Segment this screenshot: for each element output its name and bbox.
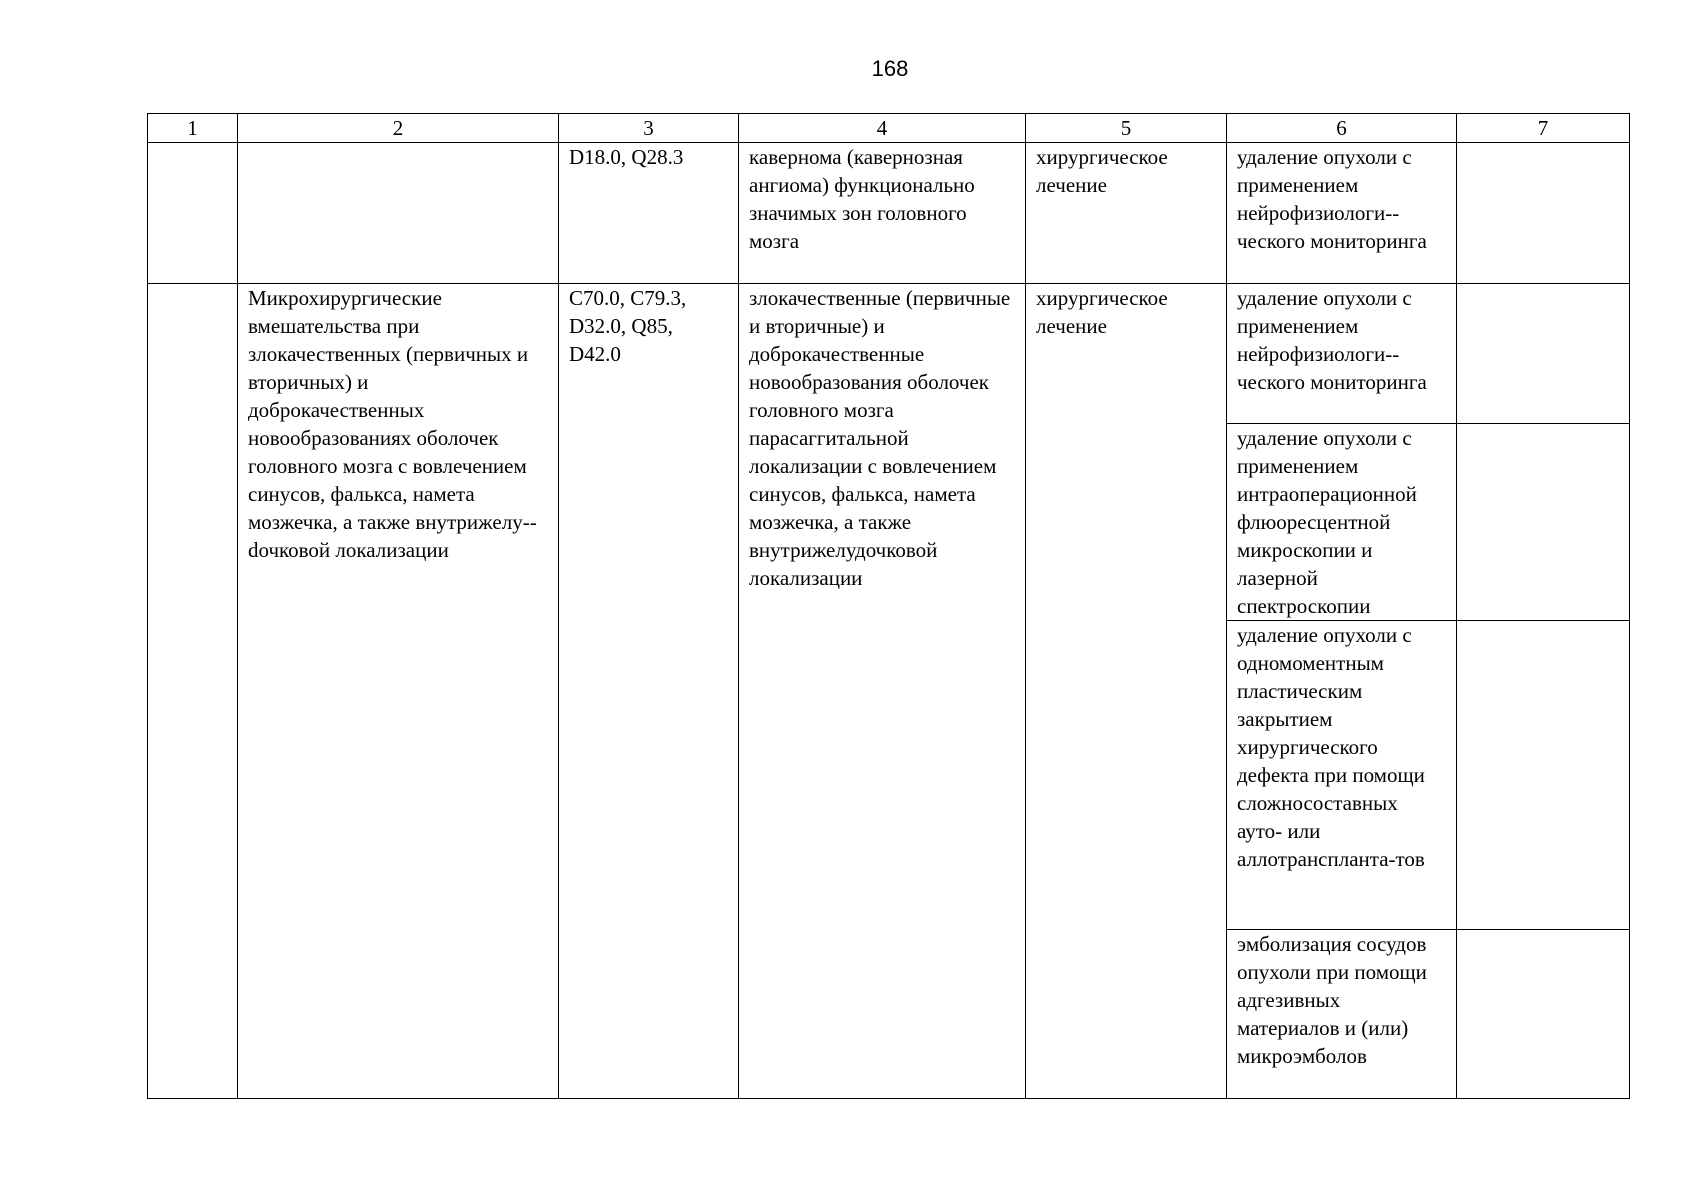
header-row: 1 2 3 4 5 6 7 bbox=[147, 113, 1630, 143]
page-number: 168 bbox=[871, 56, 909, 81]
header-cell: 7 bbox=[1456, 113, 1630, 143]
table-row: D18.0, Q28.3 кавернома (кавернозная анги… bbox=[147, 142, 1630, 284]
cell-diagnosis: злокачественные (первичные и вторичные) … bbox=[738, 283, 1026, 1099]
header-cell: 6 bbox=[1226, 113, 1457, 143]
cell-codes: D18.0, Q28.3 bbox=[558, 142, 739, 284]
cell-method: удаление опухоли с применением нейрофизи… bbox=[1226, 283, 1457, 424]
cell-method: удаление опухоли с применением интраопер… bbox=[1226, 423, 1457, 621]
table-row: Микрохирургические вмешательства при зло… bbox=[147, 283, 1630, 1099]
cell bbox=[237, 142, 559, 284]
header-cell: 5 bbox=[1025, 113, 1227, 143]
header-cell: 1 bbox=[147, 113, 238, 143]
header-cell: 4 bbox=[738, 113, 1026, 143]
cell bbox=[1456, 142, 1630, 284]
cell bbox=[147, 142, 238, 284]
cell bbox=[1456, 283, 1630, 424]
table-row: удаление опухоли с одномоментным пластич… bbox=[148, 620, 1630, 930]
cell-method: удаление опухоли с одномоментным пластич… bbox=[1226, 620, 1457, 930]
cell-intervention: Микрохирургические вмешательства при зло… bbox=[237, 283, 559, 1099]
cell-diagnosis: кавернома (кавернозная ангиома) функцион… bbox=[738, 142, 1026, 284]
cell bbox=[147, 283, 238, 1099]
cell bbox=[1456, 423, 1630, 621]
cell-treatment: хирургическое лечение bbox=[1025, 283, 1227, 1099]
procedures-table: 1 2 3 4 5 6 7 D18.0, Q28.3 кавернома (ка… bbox=[147, 113, 1630, 1099]
cell bbox=[1456, 620, 1630, 930]
cell-treatment: хирургическое лечение bbox=[1025, 142, 1227, 284]
table-row: удаление опухоли с применением интраопер… bbox=[148, 423, 1630, 621]
header-cell: 2 bbox=[237, 113, 559, 143]
cell-method: эмболизация сосудов опухоли при помощи а… bbox=[1226, 929, 1457, 1099]
cell bbox=[1456, 929, 1630, 1099]
header-cell: 3 bbox=[558, 113, 739, 143]
cell-method: удаление опухоли с применением нейрофизи… bbox=[1226, 142, 1457, 284]
table-row: эмболизация сосудов опухоли при помощи а… bbox=[148, 929, 1630, 1099]
cell-codes: C70.0, C79.3, D32.0, Q85, D42.0 bbox=[558, 283, 739, 1099]
